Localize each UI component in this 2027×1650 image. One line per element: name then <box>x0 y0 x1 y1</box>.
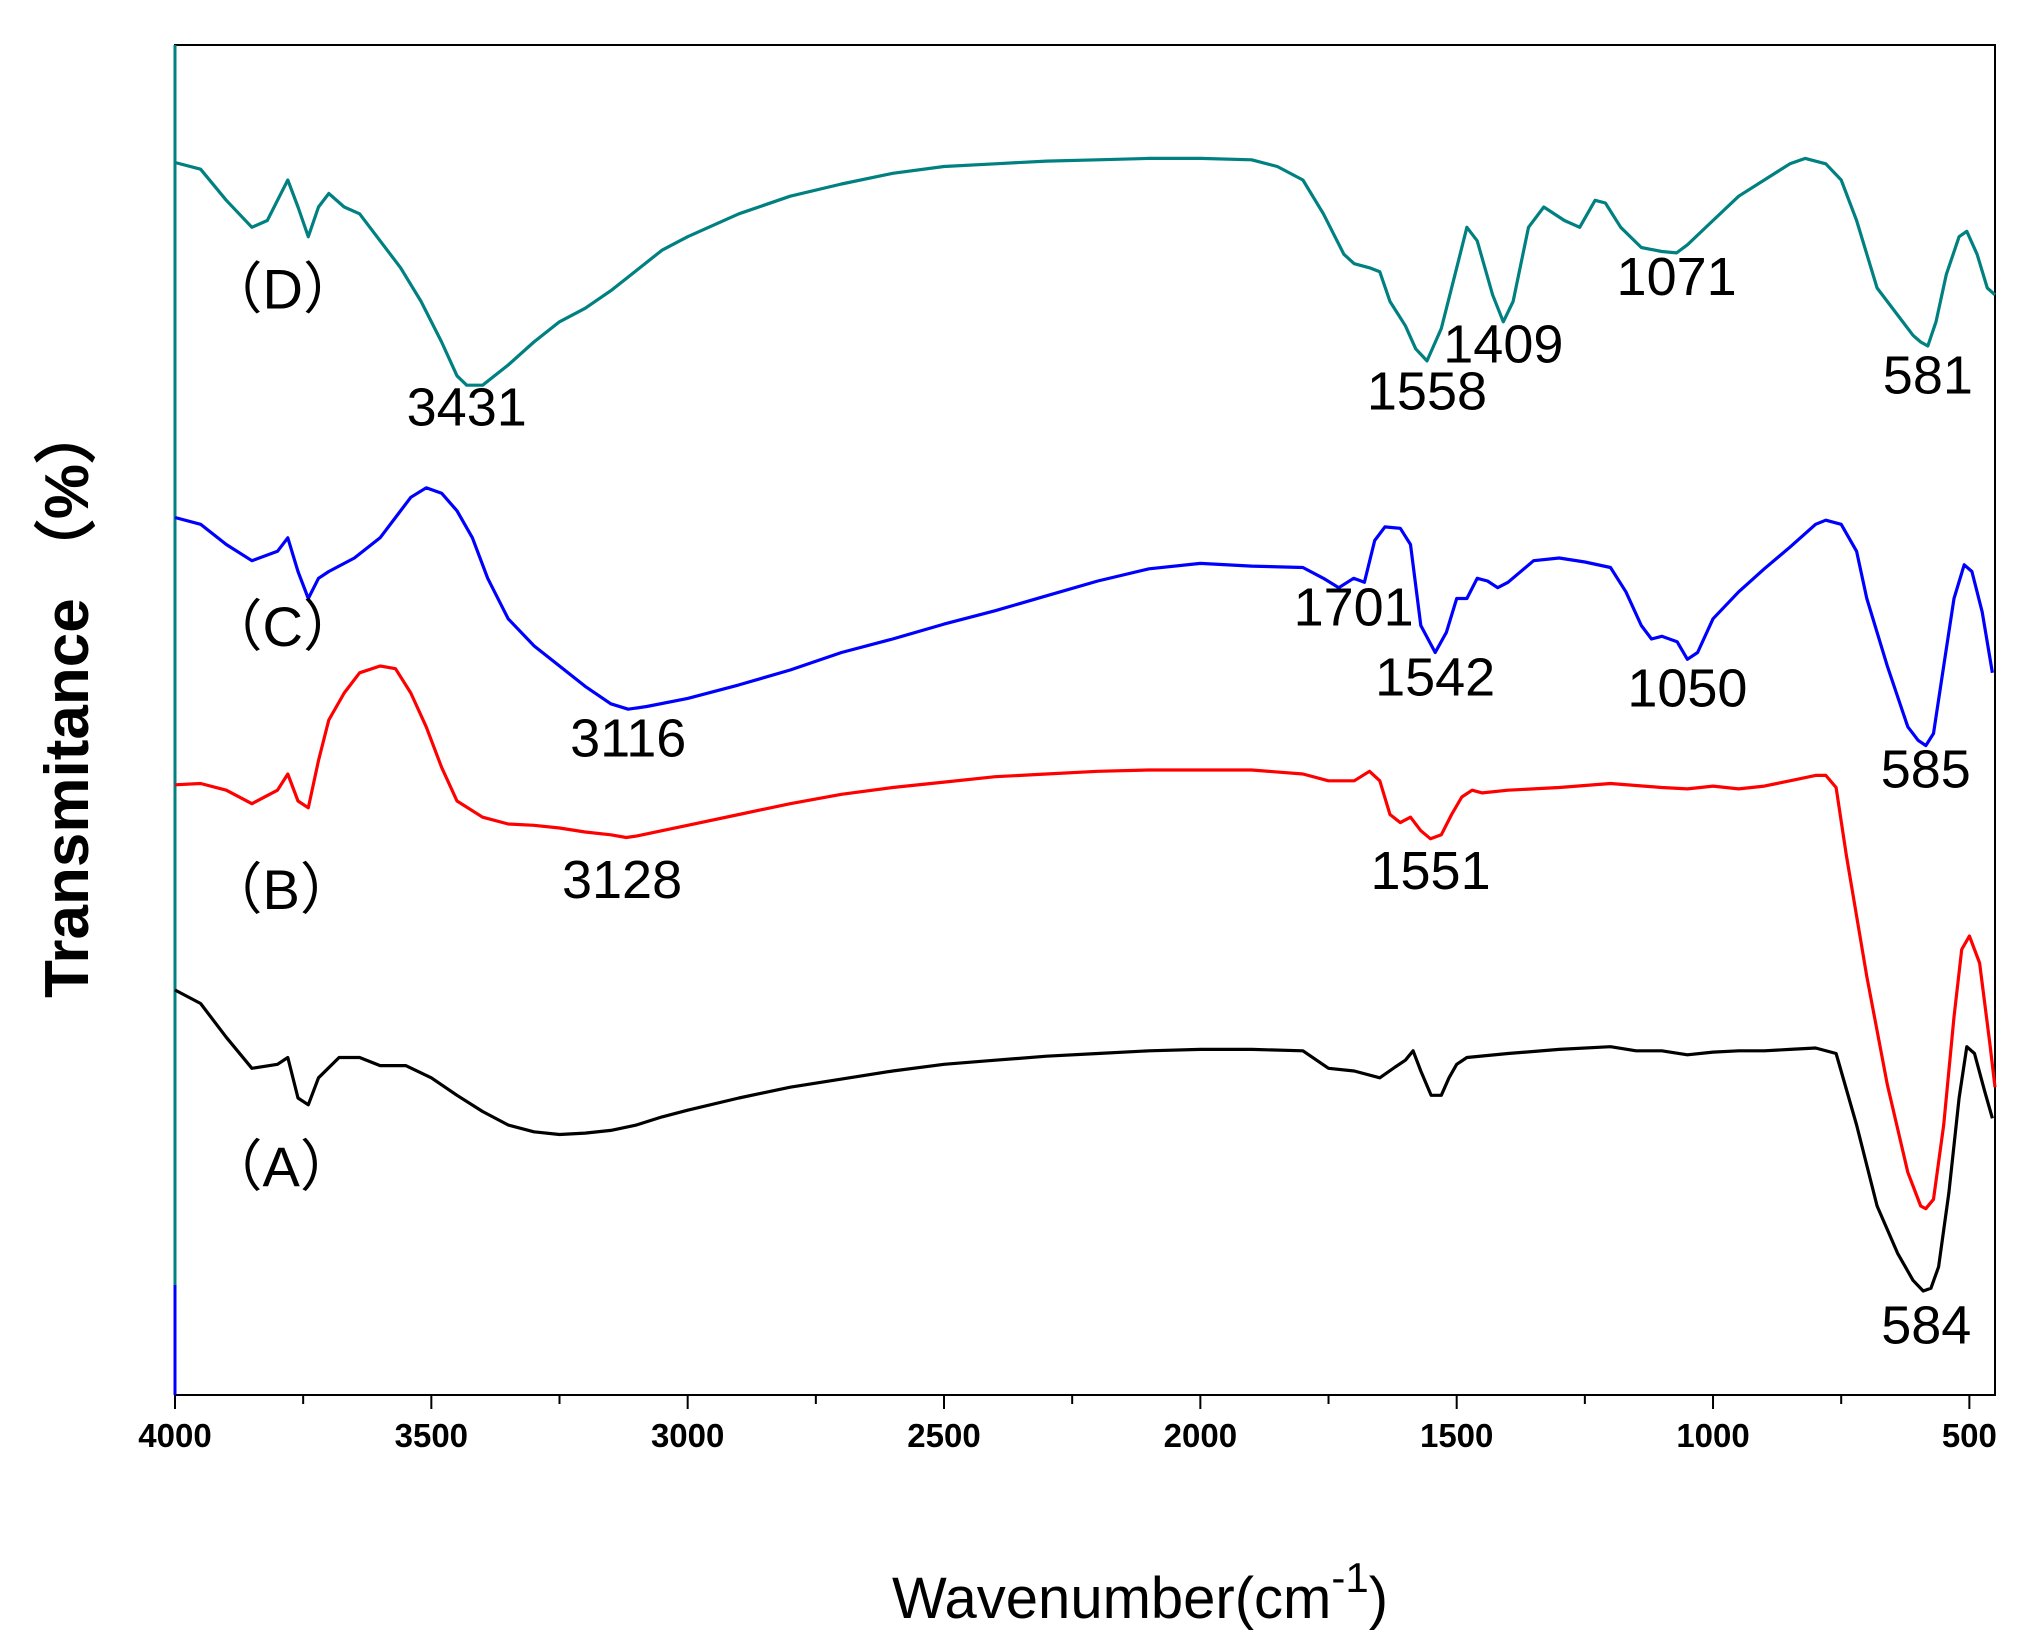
series-line-c <box>174 486 1994 748</box>
peak-label: 1701 <box>1294 578 1414 638</box>
series-line-d <box>174 156 1997 387</box>
x-axis-ticks: 4000 3500 3000 2500 2000 1500 1000 500 <box>138 1395 1997 1454</box>
peak-label: 1558 <box>1367 362 1487 422</box>
peak-label: 1409 <box>1443 314 1563 374</box>
peak-label: 1050 <box>1627 659 1747 719</box>
peak-label: 585 <box>1881 740 1971 800</box>
series-layer <box>174 156 1997 1293</box>
x-tick-label: 3500 <box>395 1417 468 1454</box>
peak-label: 3116 <box>570 708 686 768</box>
x-tick-label: 1500 <box>1420 1417 1493 1454</box>
x-axis-title: Wavenumber(cm-1) <box>892 1554 1388 1631</box>
x-tick-label: 2500 <box>907 1417 980 1454</box>
x-tick-label: 4000 <box>138 1417 211 1454</box>
x-tick-label: 2000 <box>1164 1417 1237 1454</box>
curve-label: （B） <box>207 858 356 921</box>
peak-label: 1542 <box>1375 648 1495 708</box>
curve-label: （D） <box>207 257 359 320</box>
curve-labels: （A） （B） （C） （D） <box>207 257 359 1198</box>
series-line-a <box>174 988 1994 1293</box>
y-axis-title: Transmitance （%） <box>32 402 102 998</box>
peak-label: 1071 <box>1617 247 1737 307</box>
curve-label: （C） <box>207 595 359 658</box>
peak-label: 3431 <box>407 378 527 438</box>
peak-label: 3128 <box>562 850 682 910</box>
x-tick-label: 1000 <box>1676 1417 1749 1454</box>
peak-label: 581 <box>1883 345 1973 405</box>
plot-frame <box>173 44 1996 1396</box>
curve-label: （A） <box>207 1135 356 1198</box>
x-tick-label: 3000 <box>651 1417 724 1454</box>
peak-label: 1551 <box>1370 841 1490 901</box>
peak-label: 584 <box>1881 1296 1971 1356</box>
series-line-b <box>174 664 1997 1211</box>
x-tick-label: 500 <box>1942 1417 1997 1454</box>
